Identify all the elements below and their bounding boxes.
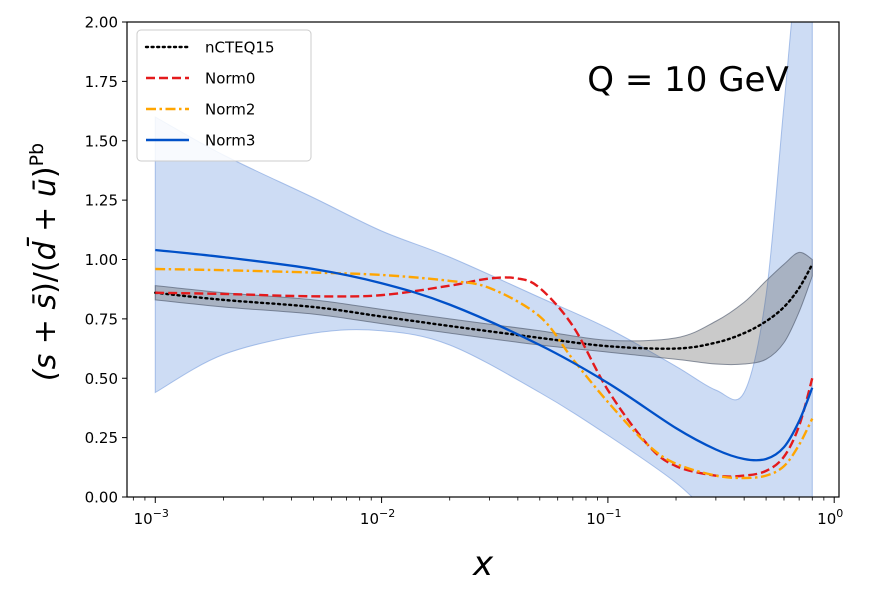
- legend-label-norm0: Norm0: [205, 70, 255, 88]
- y-axis-title: (s + s̄)/(d̄ + ū)Pb: [26, 143, 63, 381]
- y-tick-label: 1.25: [85, 192, 118, 210]
- norm3-band: [154, 22, 813, 497]
- y-axis: 0.00 0.25 0.50 0.75 1.00 1.25 1.50 1.75 2.00: [85, 14, 127, 507]
- x-tick-label: 10−2: [360, 507, 395, 528]
- y-tick-label: 0.25: [85, 429, 118, 447]
- legend-label-ncteq15: nCTEQ15: [205, 39, 275, 57]
- y-tick-label: 1.00: [85, 251, 118, 269]
- y-tick-label: 0.00: [85, 489, 118, 507]
- ncteq15-line: [154, 263, 814, 350]
- y-tick-label: 2.00: [85, 14, 118, 32]
- y-tick-label: 1.75: [85, 73, 118, 91]
- ncteq15-band: [154, 251, 813, 366]
- x-tick-label: 10−3: [134, 507, 169, 528]
- y-tick-label: 1.50: [85, 132, 118, 150]
- norm2-line: [155, 267, 814, 480]
- series-lines: [154, 248, 814, 480]
- legend-label-norm2: Norm2: [205, 101, 255, 119]
- x-axis-title: x: [472, 544, 494, 584]
- y-tick-label: 0.50: [85, 370, 118, 388]
- chart-annotation: Q = 10 GeV: [587, 60, 788, 100]
- y-tick-label: 0.75: [85, 310, 118, 328]
- norm0-line: [155, 276, 814, 478]
- legend-box: [136, 29, 312, 162]
- uncertainty-bands: [154, 22, 813, 497]
- norm3-line: [155, 248, 814, 462]
- legend: nCTEQ15 Norm0 Norm2 Norm3: [136, 29, 312, 162]
- legend-label-norm3: Norm3: [205, 132, 255, 150]
- x-axis: 10−3 10−2 10−1 100: [132, 497, 843, 528]
- x-tick-label: 100: [817, 507, 843, 528]
- x-tick-label: 10−1: [586, 507, 621, 528]
